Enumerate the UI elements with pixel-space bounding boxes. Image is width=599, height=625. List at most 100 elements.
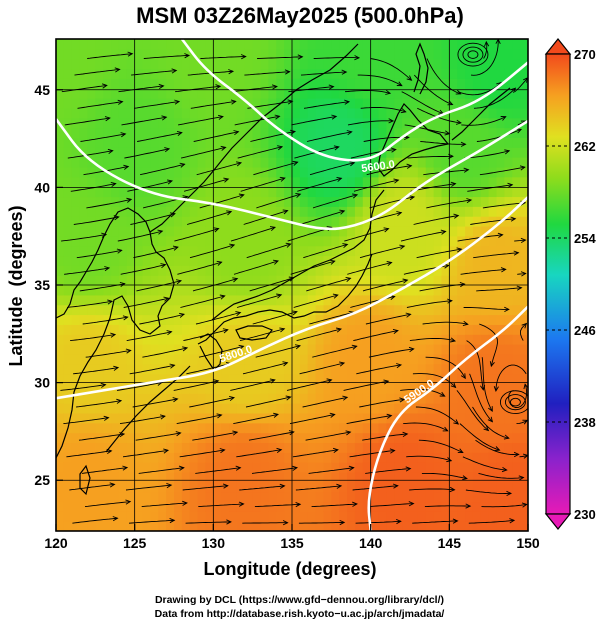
heat-cell [480, 403, 490, 414]
heat-cell [63, 432, 73, 444]
heat-cell [504, 452, 513, 463]
heat-cell [126, 511, 136, 522]
heat-cell [386, 166, 395, 178]
heat-cell [229, 157, 238, 168]
heat-cell [457, 216, 466, 227]
heat-cell [354, 225, 364, 237]
heat-cell [189, 255, 199, 266]
heat-cell [197, 275, 207, 286]
heat-cell [417, 452, 427, 463]
heat-cell [229, 452, 238, 463]
streamline [426, 58, 461, 95]
heat-cell [244, 481, 254, 493]
heat-cell [142, 127, 151, 138]
heat-cell [457, 422, 466, 434]
heat-cell [323, 294, 332, 306]
heat-cell [410, 442, 419, 453]
heat-cell [189, 88, 199, 99]
heat-cell [79, 471, 89, 483]
heat-cell [95, 265, 104, 276]
heat-cell [134, 393, 144, 404]
heat-cell [362, 58, 372, 70]
heat-cell [488, 393, 498, 404]
heat-cell [229, 58, 238, 70]
heat-cell [142, 471, 151, 483]
heat-cell [425, 186, 435, 198]
heat-cell [181, 471, 191, 483]
heat-cell [512, 501, 521, 512]
heat-cell [315, 344, 325, 355]
heat-cell [103, 471, 112, 483]
heat-cell [87, 294, 96, 306]
heat-cell [63, 255, 73, 266]
heat-cell [347, 344, 356, 355]
heat-cell [197, 363, 207, 375]
heat-cell [504, 383, 513, 394]
heat-cell [292, 107, 301, 119]
temperature-field [56, 39, 528, 531]
heat-cell [221, 225, 230, 237]
streamline [475, 439, 519, 456]
heat-cell [496, 196, 505, 207]
heat-cell [268, 383, 277, 394]
heat-cell [331, 186, 340, 198]
streamline [230, 226, 276, 242]
heat-cell [292, 452, 301, 463]
heat-cell [142, 48, 151, 60]
heat-cell [252, 294, 262, 306]
heat-cell [299, 481, 309, 493]
heat-cell [417, 491, 427, 503]
heat-cell [370, 137, 380, 148]
heat-cell [307, 462, 317, 473]
heat-cell [236, 265, 246, 276]
heat-cell [425, 107, 435, 119]
heat-cell [472, 206, 482, 217]
streamline [299, 362, 345, 375]
heat-cell [472, 275, 482, 286]
heat-cell [103, 255, 112, 266]
heat-cell [205, 285, 214, 296]
heat-cell [433, 107, 443, 119]
heat-cell [347, 166, 356, 178]
vortex-streamline [499, 390, 528, 414]
heat-cell [71, 166, 81, 178]
heat-cell [244, 137, 254, 148]
heat-cell [221, 147, 230, 158]
heat-cell [213, 147, 222, 158]
heat-cell [394, 137, 403, 148]
streamline-arrowhead [503, 434, 510, 440]
heat-cell [236, 462, 246, 473]
heat-cell [299, 373, 309, 384]
heat-cell [103, 432, 112, 444]
streamline [198, 345, 244, 358]
heat-cell [118, 334, 128, 345]
heat-cell [111, 324, 120, 335]
heat-cell [244, 393, 254, 404]
heat-cell [63, 363, 73, 375]
heat-cell [103, 462, 112, 473]
heat-cell [221, 186, 230, 198]
heat-cell [465, 353, 474, 365]
heat-cell [111, 442, 120, 453]
streamline-arrowhead [348, 465, 355, 471]
heat-cell [213, 501, 222, 512]
streamline-arrowhead [332, 293, 339, 299]
streamline [460, 268, 506, 275]
heat-cell [71, 324, 81, 335]
heat-cell [284, 166, 293, 178]
heat-cell [504, 216, 513, 227]
heat-cell [268, 147, 277, 158]
heat-cell [229, 324, 238, 335]
heat-cell [205, 147, 214, 158]
heat-cell [276, 363, 285, 375]
heat-cell [95, 353, 104, 365]
heat-cell [118, 314, 128, 325]
heat-cell [465, 393, 474, 404]
heat-cell [504, 334, 513, 345]
heat-cell [362, 225, 372, 237]
heat-cell [79, 225, 89, 237]
heat-cell [449, 275, 458, 286]
heat-cell [339, 117, 348, 129]
heat-cell [449, 127, 458, 138]
heat-cell [488, 39, 498, 50]
